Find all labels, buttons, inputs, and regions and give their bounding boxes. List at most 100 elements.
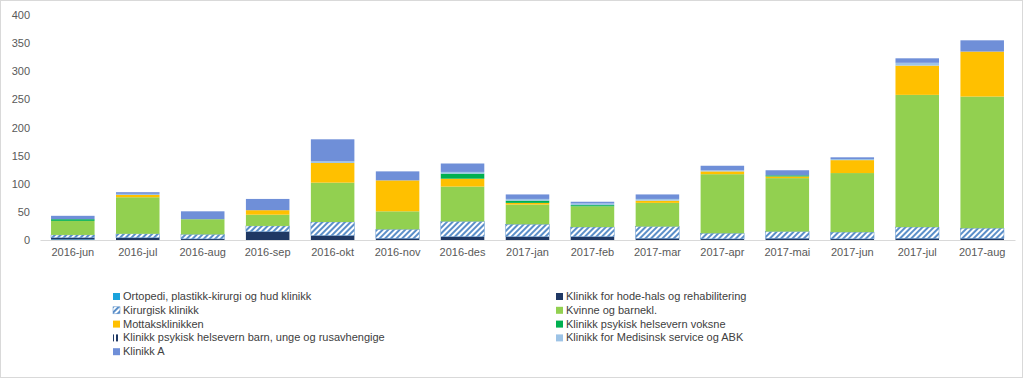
y-tick-label: 300 [12,65,30,77]
legend-item: Ortopedi, plastikk-kirurgi og hud klinik… [113,290,312,302]
bar [766,178,810,231]
bar [831,173,875,232]
bar [311,161,355,163]
bars [51,40,1004,240]
x-tick-label: 2016-sep [245,246,291,258]
bar [376,171,420,180]
bar [311,139,355,161]
x-tick: 2016-sep [245,240,291,258]
legend-label: Ortopedi, plastikk-kirurgi og hud klinik… [123,290,312,302]
x-axis-line [41,240,1016,241]
bar [506,205,550,225]
x-tick: 2017-mai [764,240,810,258]
bar [116,234,160,238]
x-tick-label: 2017-jun [831,246,874,258]
bar [441,174,485,179]
bar [701,171,745,172]
legend-label: Mottaksklinikken [123,318,204,330]
x-tick: 2016-okt [311,240,354,258]
bar [51,219,95,221]
bar [376,229,420,238]
chart-frame [1,1,1023,378]
bar [701,171,745,174]
legend-item: Klinikk A [113,345,165,357]
bar [831,232,875,239]
series [116,52,1004,215]
bar [311,236,355,241]
bar [571,205,615,206]
bar [116,192,160,194]
x-tick: 2016-nov [375,240,421,258]
x-tick: 2017-mar [634,240,681,258]
bar [701,171,745,172]
legend-swatch [113,307,120,314]
y-tick: 100 [12,178,40,190]
y-tick-label: 0 [24,234,30,246]
legend-swatch [113,293,120,300]
bar [636,203,680,227]
x-tick-label: 2016-jun [51,246,94,258]
bar [181,240,225,241]
bar [895,58,939,63]
legend-swatch [556,321,563,328]
legend-label: Klinikk A [123,345,165,357]
legend-label: Kvinne og barnekl. [566,304,657,316]
x-tick: 2017-jan [506,240,549,258]
bar [960,97,1004,229]
bar [766,176,810,178]
y-tick: 0 [24,234,40,246]
bar [506,237,550,240]
legend-item: Klinikk for hode-hals og rehabilitering [556,290,746,302]
bar [376,180,420,211]
bar [246,210,290,215]
x-tick: 2016-jun [51,240,94,258]
bar [701,170,745,171]
bar [246,226,290,232]
legend: Ortopedi, plastikk-kirurgi og hud klinik… [113,290,746,357]
bar [51,235,95,238]
bar [701,166,745,171]
x-tick-label: 2017-feb [571,246,614,258]
bar [571,206,615,227]
x-tick: 2016-aug [179,240,226,258]
y-axis: 050100150200250300350400 [12,9,41,246]
x-tick: 2017-jul [898,240,937,258]
legend-item: Kvinne og barnekl. [556,304,657,316]
bar [116,195,160,197]
bar [51,221,95,235]
legend-swatch [113,334,120,341]
bar [116,197,160,234]
bar [116,195,160,196]
bar [376,238,420,240]
bar [766,232,810,239]
bar [441,187,485,222]
bar [506,199,550,201]
x-tick-label: 2017-apr [700,246,744,258]
legend-item: Klinikk for Medisinsk service og ABK [556,331,744,343]
series [51,40,1004,219]
bar [246,215,290,226]
bar [960,52,1004,97]
bar [246,199,290,210]
bar [895,238,939,240]
bar [831,157,875,159]
bar [895,66,939,95]
bar [960,228,1004,238]
bar [636,238,680,240]
bar [895,63,939,66]
bar [571,202,615,204]
x-tick-label: 2017-aug [959,246,1006,258]
bar [571,206,615,207]
bar [181,219,225,234]
y-tick-label: 50 [18,206,30,218]
bar [960,238,1004,240]
x-tick-label: 2016-okt [311,246,354,258]
legend-label: Kirurgisk klinikk [123,304,199,316]
bar [51,216,95,219]
series [116,63,939,205]
x-tick: 2017-jun [831,240,874,258]
bar [766,175,810,176]
bar [441,172,485,174]
legend-swatch [113,321,120,328]
bar [895,95,939,227]
